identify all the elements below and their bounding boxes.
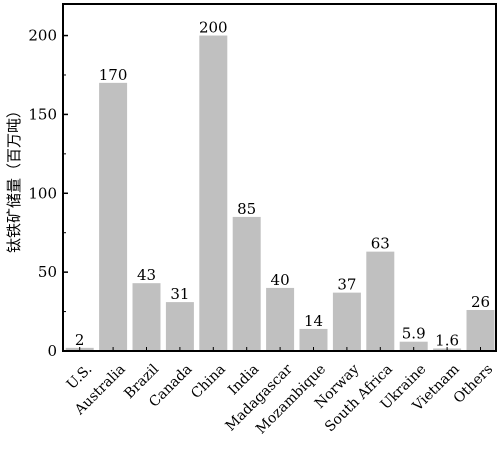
bar xyxy=(99,82,128,352)
x-axis: U.S.AustraliaBrazilCanadaChinaIndiaMadag… xyxy=(64,347,496,437)
bar xyxy=(165,302,194,351)
data-label: 85 xyxy=(237,200,256,218)
y-axis-title: 钛铁矿储量（百万吨） xyxy=(5,103,23,253)
y-tick-label: 100 xyxy=(28,184,57,202)
y-tick-label: 200 xyxy=(28,27,57,45)
data-label: 5.9 xyxy=(402,325,426,343)
data-label: 31 xyxy=(170,285,189,303)
data-labels-layer: 2 170 43 31 200 85 40 14 37 63 5.9 1.6 26 xyxy=(75,19,490,350)
y-tick-label: 150 xyxy=(28,105,57,123)
data-label: 37 xyxy=(337,276,356,294)
y-tick-label: 50 xyxy=(38,263,57,281)
y-axis: 0 50 100 150 200 xyxy=(28,27,68,360)
data-label: 1.6 xyxy=(435,331,459,349)
bar xyxy=(132,283,161,351)
category-label: China xyxy=(188,361,229,402)
data-label: 63 xyxy=(371,235,390,253)
bar xyxy=(199,35,228,352)
bar xyxy=(266,287,295,351)
data-label: 170 xyxy=(99,66,128,84)
data-label: 200 xyxy=(199,19,228,37)
data-label: 14 xyxy=(304,312,323,330)
bars-layer xyxy=(65,35,495,352)
bar xyxy=(299,328,328,351)
y-tick-label: 0 xyxy=(47,342,57,360)
plot-frame xyxy=(62,3,497,352)
data-label: 40 xyxy=(271,271,290,289)
bar xyxy=(332,292,361,351)
bar xyxy=(399,341,428,351)
bar xyxy=(366,251,395,351)
bar xyxy=(232,216,261,351)
data-label: 2 xyxy=(75,331,85,349)
data-label: 43 xyxy=(137,266,156,284)
data-label: 26 xyxy=(471,293,490,311)
bar xyxy=(466,309,495,351)
